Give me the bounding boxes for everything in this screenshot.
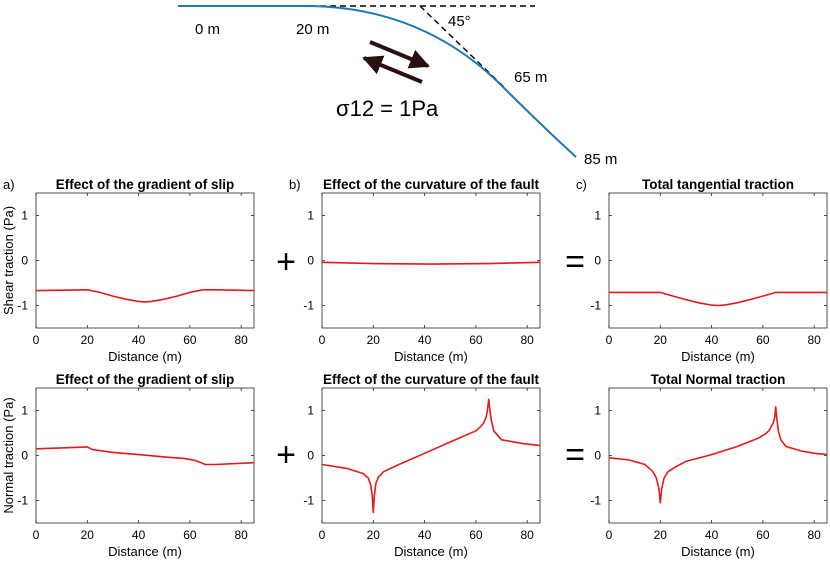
- plot-frame: [608, 192, 828, 329]
- y-tick-label: -1: [590, 494, 601, 508]
- label-20m: 20 m: [296, 21, 329, 38]
- x-tick-label: 40: [418, 333, 432, 347]
- label-65m: 65 m: [514, 69, 547, 86]
- label-0m: 0 m: [195, 21, 220, 38]
- chart-title: Effect of the gradient of slip: [56, 177, 235, 192]
- y-tick-label: -1: [303, 299, 314, 313]
- y-tick-label: -1: [590, 299, 601, 313]
- series-line-1: [609, 291, 827, 307]
- x-tick-label: 0: [319, 528, 326, 542]
- y-tick-label: -1: [303, 494, 314, 508]
- y-tick-label: -1: [17, 494, 28, 508]
- chart-title: Total tangential traction: [642, 177, 794, 192]
- label-85m: 85 m: [584, 151, 617, 168]
- y-tick-label: 1: [594, 209, 601, 223]
- y-tick-label: 0: [594, 449, 601, 463]
- y-tick-label: 0: [594, 254, 601, 268]
- x-tick-label: 80: [234, 333, 248, 347]
- x-tick-label: 60: [756, 333, 770, 347]
- panel-label: a): [3, 177, 15, 192]
- chart-title: Effect of the curvature of the fault: [323, 177, 540, 192]
- x-tick-label: 80: [807, 528, 821, 542]
- fault-trace: [178, 5, 577, 158]
- y-tick-label: 0: [21, 449, 28, 463]
- chart-panel-4: 0 20 40 60 80 -1 0 1 Effect of the gradient of s…: [1, 372, 255, 559]
- x-tick-label: 20: [654, 333, 668, 347]
- x-tick-label: 20: [81, 528, 95, 542]
- x-tick-label: 80: [807, 333, 821, 347]
- x-axis-label: Distance (m): [681, 349, 755, 364]
- chart-panel-5: 0 20 40 60 80 -1 0 1 Effect of the curvature of …: [303, 372, 541, 559]
- x-tick-label: 20: [367, 333, 381, 347]
- x-tick-label: 40: [132, 528, 146, 542]
- x-tick-label: 0: [33, 528, 40, 542]
- equals-operator-top: =: [565, 243, 585, 281]
- x-tick-label: 0: [606, 528, 613, 542]
- plot-frame: [608, 387, 828, 524]
- y-tick-label: 0: [21, 254, 28, 268]
- x-tick-label: 80: [520, 333, 534, 347]
- y-tick-label: -1: [17, 299, 28, 313]
- fault-schematic: 0 m 20 m 65 m 85 m 45° σ12 = 1Pa: [178, 5, 617, 168]
- plot-frame: [321, 192, 541, 329]
- x-tick-label: 40: [132, 333, 146, 347]
- series-line-1: [35, 446, 255, 466]
- chart-title: Effect of the gradient of slip: [56, 372, 235, 387]
- x-tick-label: 40: [418, 528, 432, 542]
- y-tick-label: 1: [307, 404, 314, 418]
- x-tick-label: 40: [705, 333, 719, 347]
- plus-operator-bottom: +: [276, 436, 296, 474]
- chart-panel-6: 0 20 40 60 80 -1 0 1 Total Normal traction Distan…: [590, 372, 828, 559]
- plot-frame: [35, 192, 255, 329]
- y-axis-label: Shear traction (Pa): [1, 206, 16, 315]
- x-axis-label: Distance (m): [108, 349, 182, 364]
- chart-title: Effect of the curvature of the fault: [323, 372, 540, 387]
- panel-label: b): [289, 177, 301, 192]
- x-tick-label: 60: [183, 333, 197, 347]
- chart-title: Total Normal traction: [651, 372, 786, 387]
- series-line-1: [321, 398, 541, 514]
- chart-panel-3: 0 20 40 60 80 -1 0 1 Total tangential traction c)…: [576, 177, 828, 364]
- y-tick-label: 1: [594, 404, 601, 418]
- x-axis-label: Distance (m): [108, 544, 182, 559]
- x-tick-label: 80: [520, 528, 534, 542]
- x-tick-label: 60: [756, 528, 770, 542]
- x-tick-label: 0: [319, 333, 326, 347]
- y-axis-label: Normal traction (Pa): [1, 397, 16, 513]
- chart-panel-2: 0 20 40 60 80 -1 0 1 Effect of the curvature of …: [289, 177, 541, 364]
- x-axis-label: Distance (m): [394, 349, 468, 364]
- x-tick-label: 20: [81, 333, 95, 347]
- angle-label: 45°: [448, 13, 471, 30]
- x-axis-label: Distance (m): [681, 544, 755, 559]
- slip-arrow-right: [369, 40, 430, 69]
- panel-label: c): [576, 177, 587, 192]
- x-tick-label: 60: [183, 528, 197, 542]
- series-line-1: [35, 288, 255, 303]
- x-tick-label: 80: [234, 528, 248, 542]
- slip-arrow-left: [362, 55, 423, 84]
- y-tick-label: 1: [21, 404, 28, 418]
- x-axis-label: Distance (m): [394, 544, 468, 559]
- chart-panels: 0 20 40 60 80 -1 0 1 Effect of the gradient of s…: [1, 177, 828, 559]
- plot-frame: [321, 387, 541, 524]
- series-line-1: [608, 406, 828, 504]
- x-tick-label: 40: [705, 528, 719, 542]
- x-tick-label: 60: [469, 333, 483, 347]
- y-tick-label: 1: [307, 209, 314, 223]
- x-tick-label: 20: [367, 528, 381, 542]
- equals-operator-bottom: =: [565, 436, 585, 474]
- series-line-1: [321, 261, 541, 265]
- stress-label: σ12 = 1Pa: [336, 96, 439, 121]
- x-tick-label: 0: [33, 333, 40, 347]
- y-tick-label: 1: [21, 209, 28, 223]
- plus-operator-top: +: [276, 243, 296, 281]
- y-tick-label: 0: [307, 254, 314, 268]
- x-tick-label: 0: [606, 333, 613, 347]
- x-tick-label: 20: [654, 528, 668, 542]
- y-tick-label: 0: [307, 449, 314, 463]
- x-tick-label: 60: [469, 528, 483, 542]
- chart-panel-1: 0 20 40 60 80 -1 0 1 Effect of the gradient of s…: [1, 177, 255, 364]
